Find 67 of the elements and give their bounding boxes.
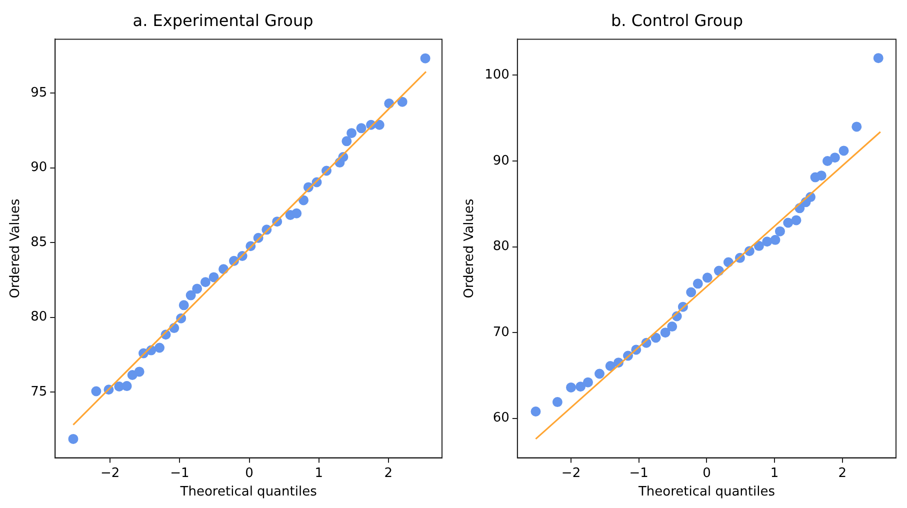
- x-tick-label: 1: [770, 466, 779, 481]
- point: [154, 342, 165, 353]
- point: [346, 128, 357, 138]
- point: [178, 300, 189, 310]
- x-tick-label: 0: [245, 466, 254, 481]
- point: [356, 123, 366, 134]
- x-tick-label: 2: [838, 466, 847, 481]
- y-axis-title: Ordered Values: [462, 198, 478, 298]
- point: [91, 386, 102, 396]
- y-axis-title: Ordered Values: [8, 198, 24, 298]
- point: [420, 53, 430, 64]
- point: [783, 218, 794, 228]
- point: [686, 287, 696, 298]
- x-tick-label: −2: [100, 466, 120, 481]
- y-tick-label: 80: [492, 239, 510, 254]
- x-tick-label: −1: [170, 466, 190, 481]
- point: [702, 272, 712, 283]
- point: [838, 146, 849, 156]
- point: [68, 434, 78, 444]
- point: [397, 96, 408, 107]
- point: [762, 236, 772, 247]
- point: [852, 122, 862, 132]
- y-tick-label: 80: [30, 310, 48, 325]
- point: [816, 170, 826, 181]
- point: [298, 195, 309, 206]
- point: [594, 368, 605, 379]
- point: [667, 322, 678, 332]
- y-tick-label: 85: [30, 234, 48, 250]
- x-tick-label: 2: [384, 466, 393, 481]
- x-axis-title: Theoretical quantiles: [637, 484, 776, 500]
- point: [292, 208, 302, 218]
- point: [605, 361, 616, 372]
- point: [660, 328, 670, 338]
- point: [200, 277, 210, 288]
- point: [134, 366, 144, 377]
- y-tick-label: 90: [30, 160, 48, 176]
- y-tick-label: 100: [484, 68, 510, 83]
- y-tick-label: 90: [492, 153, 510, 168]
- point: [791, 215, 802, 226]
- y-tick-label: 70: [492, 324, 510, 340]
- x-tick-label: −1: [629, 466, 648, 481]
- point: [774, 226, 785, 236]
- x-tick-label: 0: [702, 466, 711, 481]
- point: [374, 120, 384, 130]
- point: [208, 272, 219, 282]
- point: [582, 377, 593, 388]
- x-axis-title: Theoretical quantiles: [179, 484, 318, 500]
- point: [822, 156, 832, 166]
- point: [576, 382, 586, 392]
- chart-title: a. Experimental Group: [132, 10, 314, 30]
- x-tick-label: 1: [314, 466, 323, 481]
- point: [873, 53, 884, 64]
- point: [830, 152, 840, 163]
- point: [122, 381, 132, 392]
- y-tick-label: 95: [30, 85, 48, 100]
- point: [692, 278, 703, 289]
- point: [552, 397, 562, 408]
- point: [770, 234, 780, 245]
- y-tick-label: 75: [30, 384, 48, 400]
- point: [342, 136, 352, 146]
- point: [186, 290, 196, 300]
- x-tick-label: −2: [561, 466, 581, 481]
- chart-title: b. Control Group: [611, 10, 743, 30]
- point: [530, 406, 541, 416]
- point: [192, 284, 202, 294]
- y-tick-label: 60: [492, 410, 510, 426]
- point: [566, 382, 576, 392]
